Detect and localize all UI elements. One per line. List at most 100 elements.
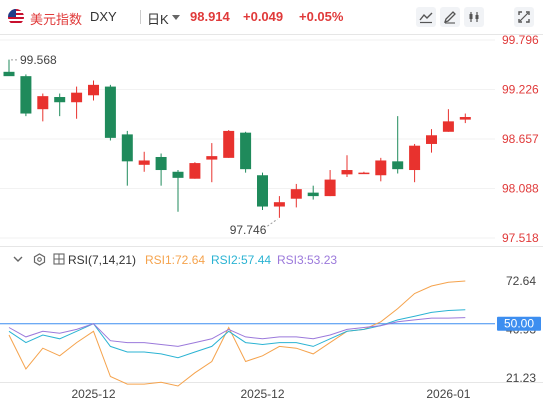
indicator-panel-icon[interactable] [53, 253, 65, 268]
price-tick-label: 98.088 [502, 181, 539, 195]
period-selector[interactable]: 日K [147, 12, 169, 27]
candle-body [223, 130, 235, 158]
rsi-indicator-label[interactable]: RSI(7,14,21) [68, 253, 137, 267]
rsi3-value: RSI3:53.23 [277, 253, 338, 267]
x-tick-label: 2026-01 [426, 387, 470, 401]
draw-icon[interactable] [440, 7, 460, 27]
instrument-name[interactable]: 美元指数 [30, 12, 83, 27]
annotation-leader [267, 218, 278, 227]
rsi-series [0, 280, 495, 387]
candle [392, 116, 404, 174]
candle-body [155, 156, 167, 171]
candle-body [358, 172, 370, 175]
candle-body [20, 76, 32, 114]
candle-body [3, 71, 15, 77]
candle [138, 151, 150, 172]
rsi-reference-value: 50.00 [504, 317, 534, 331]
candle [104, 84, 116, 141]
rsi-line-rsi1 [8, 280, 466, 387]
candle [155, 153, 167, 186]
collapse-icon[interactable] [12, 253, 24, 268]
candle-body [257, 175, 268, 207]
candle [71, 86, 83, 119]
rsi2-value: RSI2:57.44 [211, 253, 272, 267]
candle-body [138, 160, 150, 165]
candle [121, 130, 133, 186]
candle [3, 59, 15, 77]
rsi-reference-tag [497, 316, 541, 331]
candle [442, 109, 454, 132]
price-tick-label: 97.518 [502, 231, 539, 245]
candle [240, 131, 252, 173]
chevron-down-icon[interactable] [172, 15, 180, 20]
price-tick-label: 98.657 [502, 132, 539, 146]
candlestick-series [3, 59, 471, 218]
header-divider [140, 10, 141, 24]
candle-body [341, 170, 353, 175]
grid-layer [0, 34, 543, 383]
candle-body [206, 156, 218, 160]
candle [206, 143, 218, 183]
candle-body [375, 160, 387, 176]
candle-body [307, 192, 319, 197]
candle [257, 172, 268, 211]
price-tick-label: 99.226 [502, 83, 539, 97]
rsi-tick-label: 72.64 [506, 274, 536, 288]
candle-body [121, 134, 133, 162]
candle [426, 129, 437, 153]
candle-body [172, 171, 184, 178]
high-annotation: 99.568 [20, 53, 57, 67]
candle [409, 143, 421, 183]
chart-header: 美元指数 DXY 日K 98.914 +0.049 +0.05% [0, 0, 543, 34]
instrument-code: DXY [90, 9, 117, 24]
candle-body [426, 135, 437, 144]
indicator-settings-icon[interactable] [33, 253, 46, 269]
candle-body [104, 86, 116, 138]
candle-body [392, 161, 404, 170]
candle-body [273, 202, 285, 207]
candle [223, 130, 235, 158]
candle [189, 162, 201, 179]
candle [459, 113, 471, 124]
candle-body [240, 132, 252, 170]
candle-body [37, 96, 49, 110]
candle-body [88, 84, 99, 96]
rsi-tick-label: 21.23 [506, 371, 536, 385]
rsi-line-rsi2 [8, 309, 466, 359]
candle [88, 80, 99, 101]
last-price: 98.914 [190, 9, 230, 24]
rsi1-value: RSI1:72.64 [145, 253, 206, 267]
candle-body [189, 163, 201, 179]
us-flag-icon [8, 9, 24, 25]
x-tick-label: 2025-12 [71, 387, 115, 401]
settings-icon[interactable] [464, 7, 484, 27]
candle [37, 93, 49, 122]
price-change: +0.049 [243, 9, 284, 24]
candle-body [409, 145, 421, 171]
low-annotation: 97.746 [230, 223, 267, 237]
candle [307, 185, 319, 200]
rsi-line-rsi3 [8, 317, 466, 347]
candle-body [71, 92, 83, 103]
candle-body [290, 189, 302, 199]
candle [20, 74, 32, 117]
candle [324, 170, 336, 197]
candle [273, 196, 285, 218]
price-change-pct: +0.05% [299, 9, 344, 24]
candle-body [459, 117, 471, 120]
trend-icon[interactable] [416, 7, 436, 27]
fullscreen-icon[interactable] [514, 7, 534, 27]
candle-body [442, 121, 454, 132]
candle [54, 93, 66, 117]
candle [341, 155, 353, 177]
x-tick-label: 2025-12 [240, 387, 284, 401]
price-tick-label: 99.796 [502, 33, 539, 47]
axis-labels: 99.79699.22698.65798.08897.51872.6446.93… [71, 33, 541, 401]
candle [172, 170, 184, 212]
candle [290, 183, 302, 208]
price-annotations: 99.568 97.746 [11, 53, 278, 237]
candle [375, 157, 387, 182]
candle-body [54, 97, 66, 103]
candle-body [324, 179, 336, 197]
